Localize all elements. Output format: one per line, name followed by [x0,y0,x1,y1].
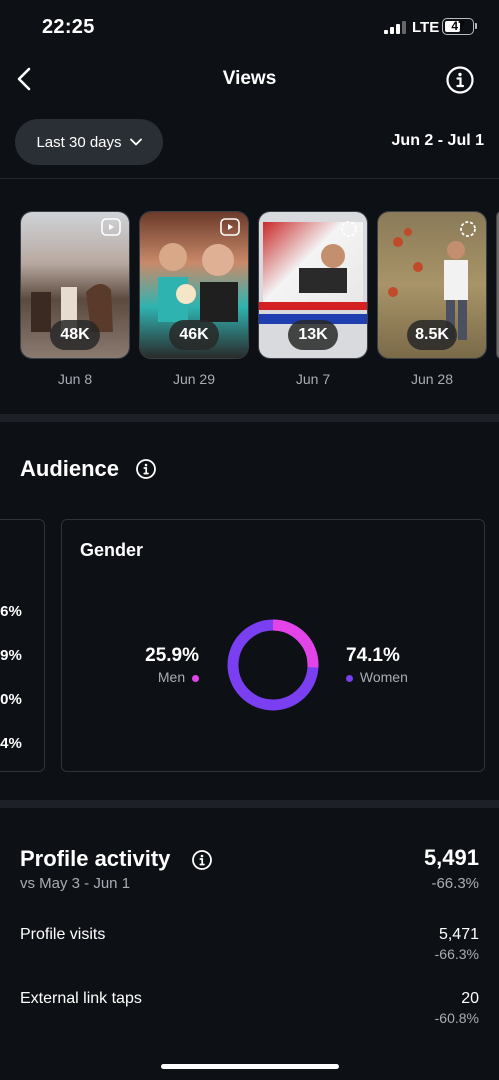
comparison-period: vs May 3 - Jun 1 [20,875,131,892]
gender-donut-chart [227,619,319,711]
views-badge: 13K [288,320,338,350]
views-badge: 8.5K [407,320,457,350]
page-title: Views [222,68,277,89]
section-divider [0,800,499,808]
men-percentage: 25.9% [145,645,199,666]
info-icon [446,66,474,94]
content-date: Jun 8 [57,371,93,387]
battery-icon: 47 [442,18,474,35]
date-range: Jun 2 - Jul 1 [391,132,484,149]
age-pct: .4% [0,735,22,752]
profile-activity-title: Profile activity [20,846,171,871]
content-date: Jun 7 [295,371,331,387]
people-image [158,243,238,322]
women-legend: Women [346,669,408,685]
status-bar: 22:25 LTE 47 [0,0,499,56]
chevron-down-icon [129,138,142,146]
external-link-taps-value: 20 [461,990,479,1007]
content-thumbnail[interactable]: 46K [139,211,249,359]
age-card-partial[interactable] [0,519,45,772]
content-thumbnail[interactable]: 8.5K [377,211,487,359]
content-date: Jun 29 [172,371,216,387]
home-indicator[interactable] [161,1064,339,1069]
external-link-taps-change: -60.8% [434,1010,479,1026]
age-pct: .6% [0,603,22,620]
loading-icon [341,221,357,237]
content-date: Jun 28 [410,371,454,387]
info-button[interactable] [445,65,475,95]
profile-visits-label[interactable]: Profile visits [20,926,106,943]
info-icon[interactable] [191,849,213,871]
profile-visits-value: 5,471 [438,926,479,943]
reel-icon [101,218,121,236]
audience-title: Audience [20,456,120,481]
status-time: 22:25 [42,16,95,38]
men-legend: Men [140,669,199,685]
content-thumbnail[interactable]: 13K [258,211,368,359]
top-content-carousel[interactable]: 48K Jun 8 46K Jun 29 13K Jun 7 [0,211,499,391]
filter-row: Last 30 days Jun 2 - Jul 1 [0,119,499,165]
content-thumbnail[interactable]: 48K [20,211,130,359]
gender-card[interactable] [61,519,485,772]
views-badge: 46K [169,320,219,350]
network-type: LTE [412,19,440,36]
loading-icon [460,221,476,237]
info-icon[interactable] [135,458,157,480]
women-dot [346,674,353,682]
divider [0,178,499,179]
period-label: Last 30 days [36,133,122,151]
battery-level: 47 [451,19,465,33]
profile-visits-change: -66.3% [434,946,479,962]
wall-person-image [388,228,468,340]
nav-bar: Views [0,56,499,106]
reel-icon [220,218,240,236]
back-button[interactable] [10,64,40,94]
men-dot [192,674,199,682]
views-badge: 48K [50,320,100,350]
chevron-left-icon [17,67,31,91]
profile-activity-change: -66.3% [431,875,479,892]
men-label: Men [157,669,186,685]
women-label: Women [359,669,408,685]
period-dropdown[interactable]: Last 30 days [15,119,163,165]
section-divider [0,414,499,422]
age-pct: .0% [0,691,22,708]
signal-icon [384,21,406,34]
person-image [299,244,347,293]
men-segment [227,619,319,711]
profile-activity-total: 5,491 [423,845,479,870]
women-percentage: 74.1% [346,645,400,666]
age-pct: .9% [0,647,22,664]
gender-title: Gender [80,540,144,560]
external-link-taps-label[interactable]: External link taps [20,990,142,1007]
